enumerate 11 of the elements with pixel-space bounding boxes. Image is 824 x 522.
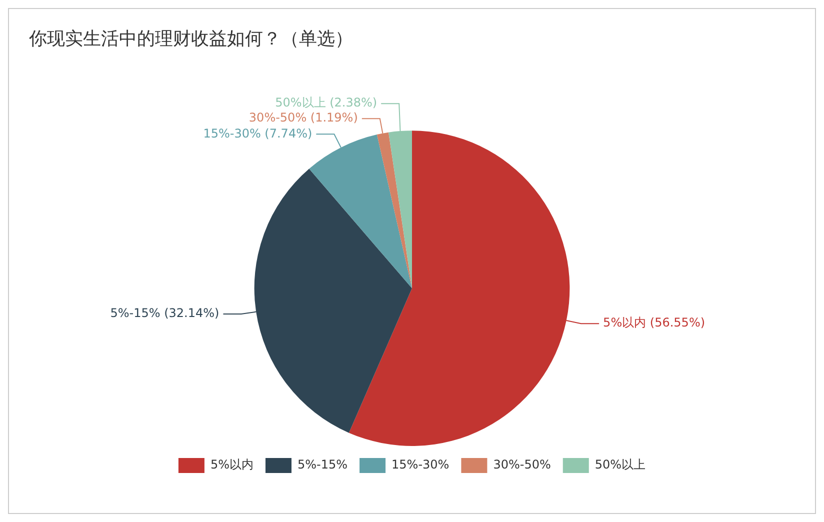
legend-label: 5%-15% bbox=[297, 458, 348, 472]
data-label: 15%-30% (7.74%) bbox=[203, 126, 312, 140]
legend-label: 15%-30% bbox=[392, 458, 450, 472]
data-label: 5%以内 (56.55%) bbox=[603, 316, 706, 330]
legend-label: 5%以内 bbox=[210, 458, 254, 472]
data-label: 50%以上 (2.38%) bbox=[275, 96, 378, 110]
chart-title: 你现实生活中的理财收益如何？（单选） bbox=[28, 28, 353, 50]
legend-label: 30%-50% bbox=[493, 458, 551, 472]
data-label: 5%-15% (32.14%) bbox=[110, 306, 220, 320]
legend-label: 50%以上 bbox=[594, 458, 646, 472]
data-label: 30%-50% (1.19%) bbox=[248, 110, 358, 125]
